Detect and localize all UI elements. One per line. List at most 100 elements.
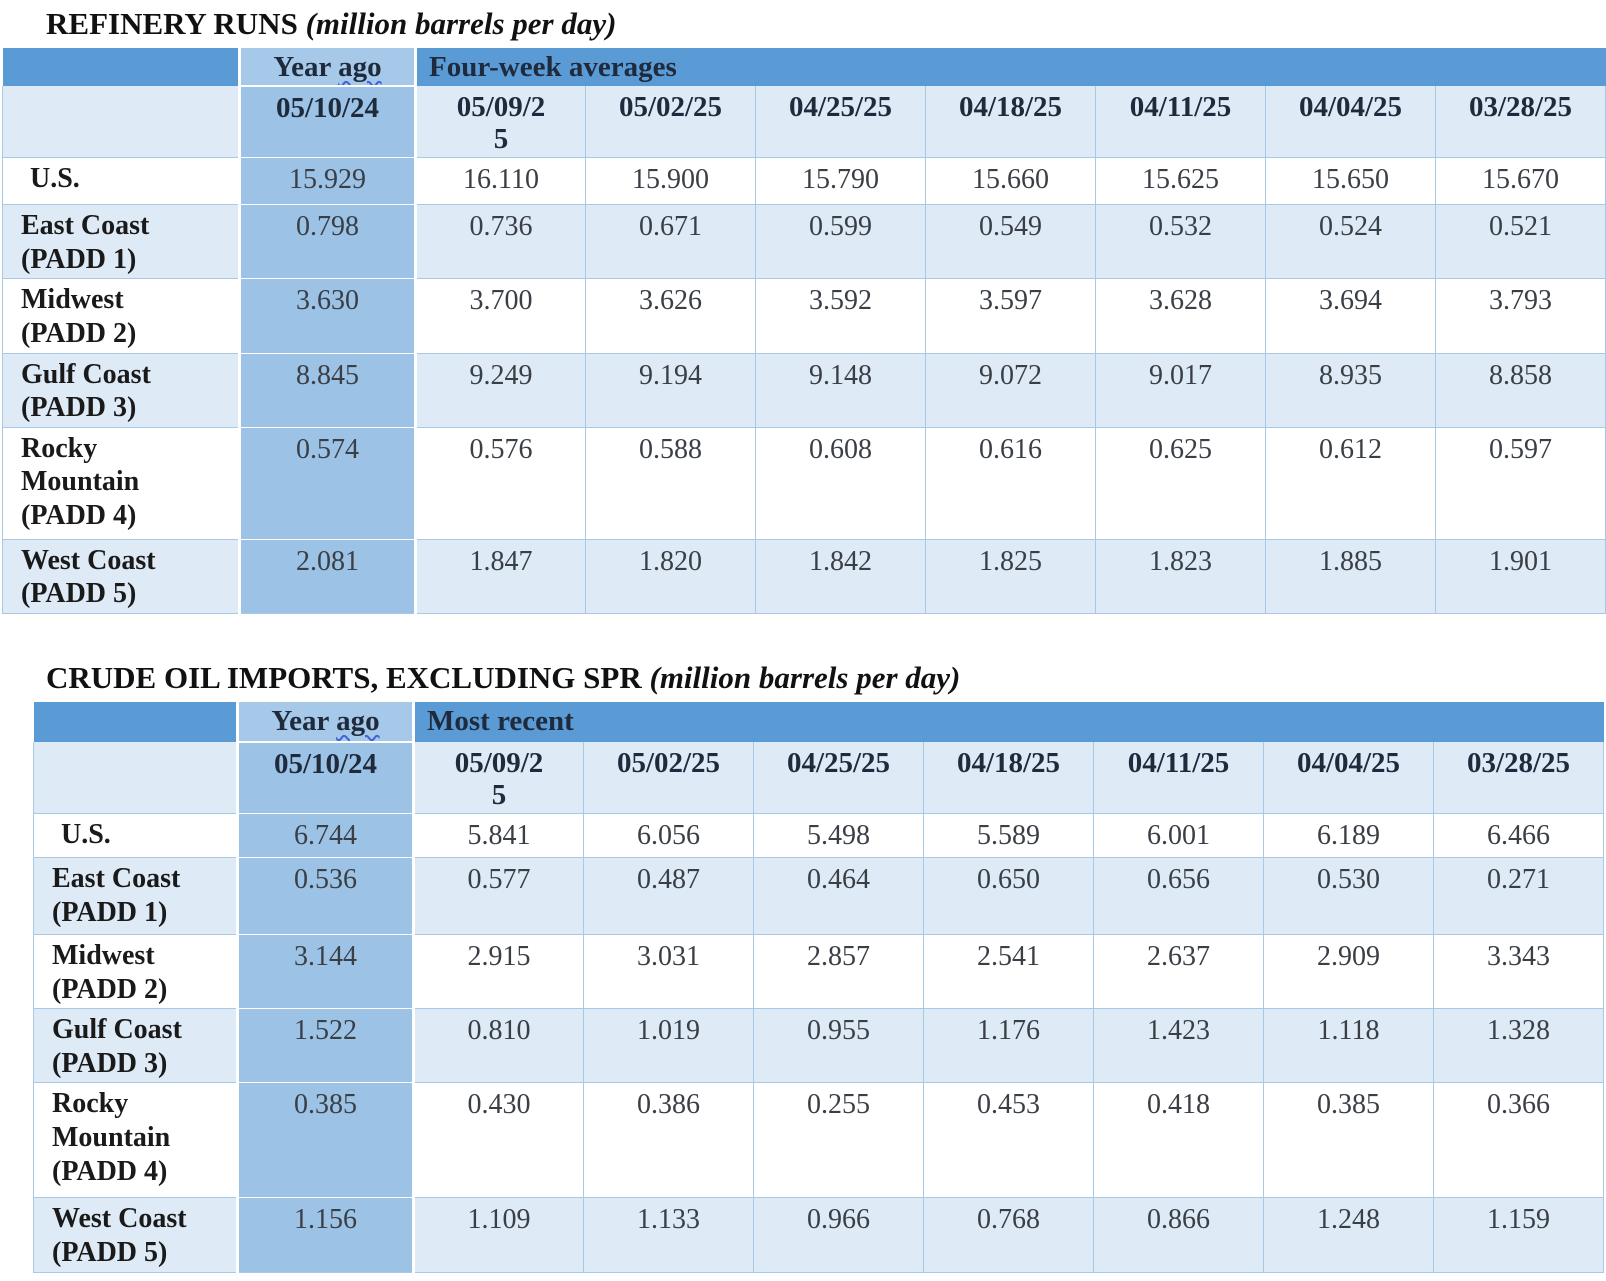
- value-cell: 6.189: [1263, 813, 1434, 858]
- date-header-cell: 05/09/2 5: [413, 741, 584, 814]
- value-cell: 0.650: [923, 857, 1094, 935]
- value-cell: 0.271: [1433, 857, 1604, 935]
- value-cell: 9.148: [755, 352, 926, 428]
- corner-cell: [33, 701, 238, 742]
- year-ago-label-wavy: ago: [338, 50, 382, 83]
- value-cell: 9.017: [1095, 352, 1266, 428]
- year-ago-header-cell: Year ago: [236, 701, 415, 743]
- value-cell: 0.418: [1093, 1082, 1264, 1198]
- value-cell: 1.820: [585, 538, 756, 614]
- date-header-cell: 05/02/25: [583, 741, 754, 814]
- value-cell: 1.885: [1265, 538, 1436, 614]
- group-header-row: Year ago Four-week averages: [2, 47, 1606, 87]
- value-cell: 15.790: [755, 157, 926, 205]
- region-label-cell: Rocky Mountain (PADD 4): [33, 1082, 238, 1198]
- group-label-cell: Most recent: [413, 701, 1604, 742]
- value-cell: 15.625: [1095, 157, 1266, 205]
- table-row: West Coast (PADD 5) 1.156 1.109 1.133 0.966 0…: [33, 1197, 1604, 1274]
- value-cell: 0.768: [923, 1197, 1094, 1274]
- table-row: Midwest (PADD 2) 3.144 2.915 3.031 2.857 2.54…: [33, 934, 1604, 1009]
- value-cell: 0.625: [1095, 426, 1266, 540]
- value-cell: 0.599: [755, 204, 926, 279]
- corner-cell: [2, 47, 240, 86]
- year-ago-value-cell: 0.385: [236, 1082, 415, 1198]
- value-cell: 0.576: [415, 426, 586, 540]
- year-ago-date-cell: 05/10/24: [238, 85, 417, 158]
- table-row: West Coast (PADD 5) 2.081 1.847 1.820 1.842 1…: [2, 538, 1606, 614]
- value-cell: 1.328: [1433, 1008, 1604, 1083]
- value-cell: 0.530: [1263, 857, 1434, 935]
- region-label-cell: Gulf Coast (PADD 3): [33, 1008, 238, 1083]
- value-cell: 1.133: [583, 1197, 754, 1274]
- date-header-cell: 03/28/25: [1435, 85, 1606, 158]
- value-cell: 0.385: [1263, 1082, 1434, 1198]
- year-ago-value-cell: 1.156: [236, 1197, 415, 1274]
- value-cell: 1.847: [415, 538, 586, 614]
- value-cell: 1.159: [1433, 1197, 1604, 1274]
- region-label-cell: Midwest (PADD 2): [2, 278, 240, 354]
- region-label-cell: East Coast (PADD 1): [33, 857, 238, 935]
- value-cell: 0.608: [755, 426, 926, 540]
- date-header-cell: 04/25/25: [755, 85, 926, 158]
- refinery-runs-table: Year ago Four-week averages 05/10/24 05/…: [2, 47, 1606, 614]
- table-row: U.S. 6.744 5.841 6.056 5.498 5.589 6.001 6.189 6…: [33, 813, 1604, 858]
- value-cell: 3.628: [1095, 278, 1266, 354]
- title-unit-note: (million barrels per day): [305, 6, 617, 41]
- value-cell: 2.857: [753, 934, 924, 1009]
- year-ago-value-cell: 6.744: [236, 813, 415, 858]
- date-header-cell: 04/25/25: [753, 741, 924, 814]
- value-cell: 3.343: [1433, 934, 1604, 1009]
- value-cell: 0.577: [413, 857, 584, 935]
- value-cell: 0.656: [1093, 857, 1264, 935]
- value-cell: 1.248: [1263, 1197, 1434, 1274]
- value-cell: 1.118: [1263, 1008, 1434, 1083]
- value-cell: 1.825: [925, 538, 1096, 614]
- year-ago-value-cell: 0.536: [236, 857, 415, 935]
- title-unit-note: (million barrels per day): [649, 659, 961, 695]
- value-cell: 3.700: [415, 278, 586, 354]
- year-ago-value-cell: 3.144: [236, 934, 415, 1009]
- region-label-cell: Midwest (PADD 2): [33, 934, 238, 1009]
- year-ago-value-cell: 0.798: [238, 204, 417, 279]
- value-cell: 15.670: [1435, 157, 1606, 205]
- refinery-runs-section: REFINERY RUNS (million barrels per day) …: [0, 6, 1606, 614]
- value-cell: 6.056: [583, 813, 754, 858]
- value-cell: 0.955: [753, 1008, 924, 1083]
- value-cell: 1.176: [923, 1008, 1094, 1083]
- value-cell: 1.109: [413, 1197, 584, 1274]
- year-ago-label: Year: [271, 704, 329, 737]
- table-row: Gulf Coast (PADD 3) 8.845 9.249 9.194 9.148 9…: [2, 352, 1606, 428]
- date-header-cell: 04/11/25: [1095, 85, 1266, 158]
- refinery-runs-body: U.S. 15.929 16.110 15.900 15.790 15.660 15.625…: [2, 157, 1606, 614]
- year-ago-label: Year: [273, 50, 331, 83]
- value-cell: 0.810: [413, 1008, 584, 1083]
- value-cell: 2.915: [413, 934, 584, 1009]
- value-cell: 0.453: [923, 1082, 1094, 1198]
- date-header-cell: 04/18/25: [923, 741, 1094, 814]
- value-cell: 15.900: [585, 157, 756, 205]
- year-ago-value-cell: 3.630: [238, 278, 417, 354]
- value-cell: 16.110: [415, 157, 586, 205]
- crude-oil-imports-table: Year ago Most recent 05/10/24 05/09/2 5 05…: [33, 701, 1604, 1274]
- value-cell: 0.521: [1435, 204, 1606, 279]
- date-header-cell: 05/09/2 5: [415, 85, 586, 158]
- value-cell: 15.660: [925, 157, 1096, 205]
- value-cell: 0.524: [1265, 204, 1436, 279]
- date-header-cell: 03/28/25: [1433, 741, 1604, 814]
- value-cell: 3.592: [755, 278, 926, 354]
- table-row: East Coast (PADD 1) 0.798 0.736 0.671 0.599 0…: [2, 204, 1606, 279]
- year-ago-value-cell: 0.574: [238, 426, 417, 540]
- date-header-cell: 04/04/25: [1263, 741, 1434, 814]
- value-cell: 1.423: [1093, 1008, 1264, 1083]
- value-cell: 0.588: [585, 426, 756, 540]
- region-label-cell: U.S.: [2, 157, 240, 205]
- title-text: REFINERY RUNS: [46, 6, 298, 41]
- value-cell: 2.541: [923, 934, 1094, 1009]
- date-header-cell: 04/18/25: [925, 85, 1096, 158]
- group-header-row: Year ago Most recent: [33, 701, 1604, 743]
- value-cell: 1.901: [1435, 538, 1606, 614]
- date-header-cell: 04/04/25: [1265, 85, 1436, 158]
- table-row: Rocky Mountain (PADD 4) 0.385 0.430 0.386 0.…: [33, 1082, 1604, 1198]
- year-ago-header-cell: Year ago: [238, 47, 417, 87]
- table-row: Rocky Mountain (PADD 4) 0.574 0.576 0.588 0.…: [2, 426, 1606, 540]
